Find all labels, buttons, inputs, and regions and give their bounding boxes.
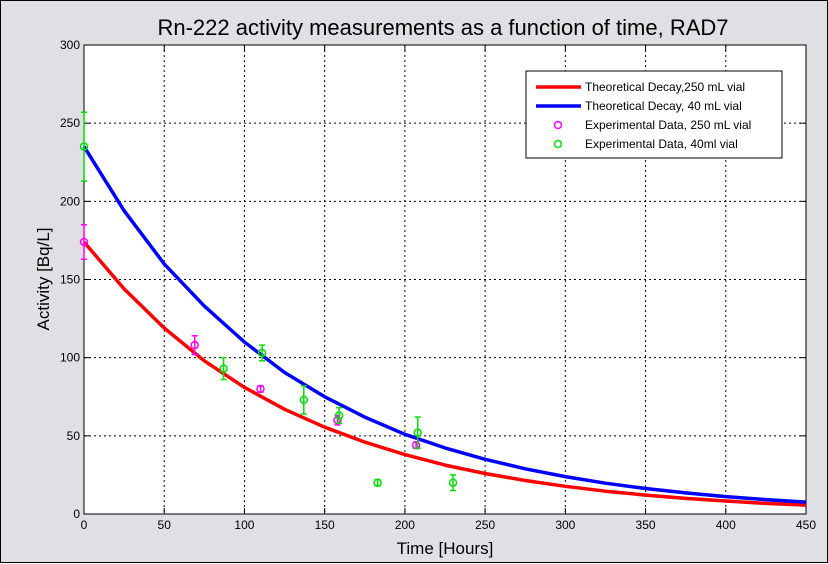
x-tick-label: 250: [475, 518, 495, 532]
x-tick-label: 50: [158, 518, 172, 532]
y-tick-label: 200: [60, 194, 80, 208]
data-point: [373, 478, 382, 487]
series-line: [82, 240, 807, 507]
x-axis-label: Time [Hours]: [397, 539, 494, 558]
data-point: [448, 478, 458, 487]
y-tick-label: 300: [60, 38, 80, 52]
y-tick-label: 0: [73, 507, 80, 521]
legend-label: Theoretical Decay,250 mL vial: [585, 80, 745, 94]
x-tick-label: 200: [395, 518, 415, 532]
x-tick-label: 400: [716, 518, 736, 532]
data-point: [257, 348, 267, 358]
legend-swatch-marker: [553, 120, 563, 130]
x-tick-label: 150: [315, 518, 335, 532]
data-point: [299, 395, 309, 405]
y-axis-label: Activity [Bq/L]: [34, 228, 53, 331]
legend: Theoretical Decay,250 mL vial Theoretical…: [525, 70, 783, 159]
legend-label: Experimental Data, 40ml vial: [585, 137, 738, 151]
chart-title: Rn-222 activity measurements as a functi…: [157, 15, 728, 40]
x-tick-label: 300: [555, 518, 575, 532]
x-tick-label: 0: [81, 518, 88, 532]
data-point: [79, 142, 89, 151]
y-tick-label: 100: [60, 351, 80, 365]
y-tick-label: 150: [60, 273, 80, 287]
x-tick-label: 100: [234, 518, 254, 532]
y-axis-ticks: 0 50 100 150 200 250 300: [60, 38, 806, 521]
series-line: [82, 145, 807, 504]
legend-label: Experimental Data, 250 mL vial: [585, 118, 751, 132]
data-point: [219, 364, 228, 373]
data-point: [190, 340, 199, 350]
x-axis-ticks: 0 50 100 150 200 250 300 350 400 450: [81, 45, 816, 532]
series-layer: [79, 111, 807, 507]
data-point: [413, 428, 422, 437]
data-point: [256, 384, 265, 394]
legend-swatch-marker: [553, 139, 563, 149]
y-tick-label: 250: [60, 116, 80, 130]
y-tick-label: 50: [67, 429, 81, 443]
data-point: [79, 237, 89, 247]
legend-label: Theoretical Decay, 40 mL vial: [585, 99, 742, 113]
x-tick-label: 350: [636, 518, 656, 532]
data-point: [334, 411, 344, 420]
x-tick-label: 450: [796, 518, 816, 532]
